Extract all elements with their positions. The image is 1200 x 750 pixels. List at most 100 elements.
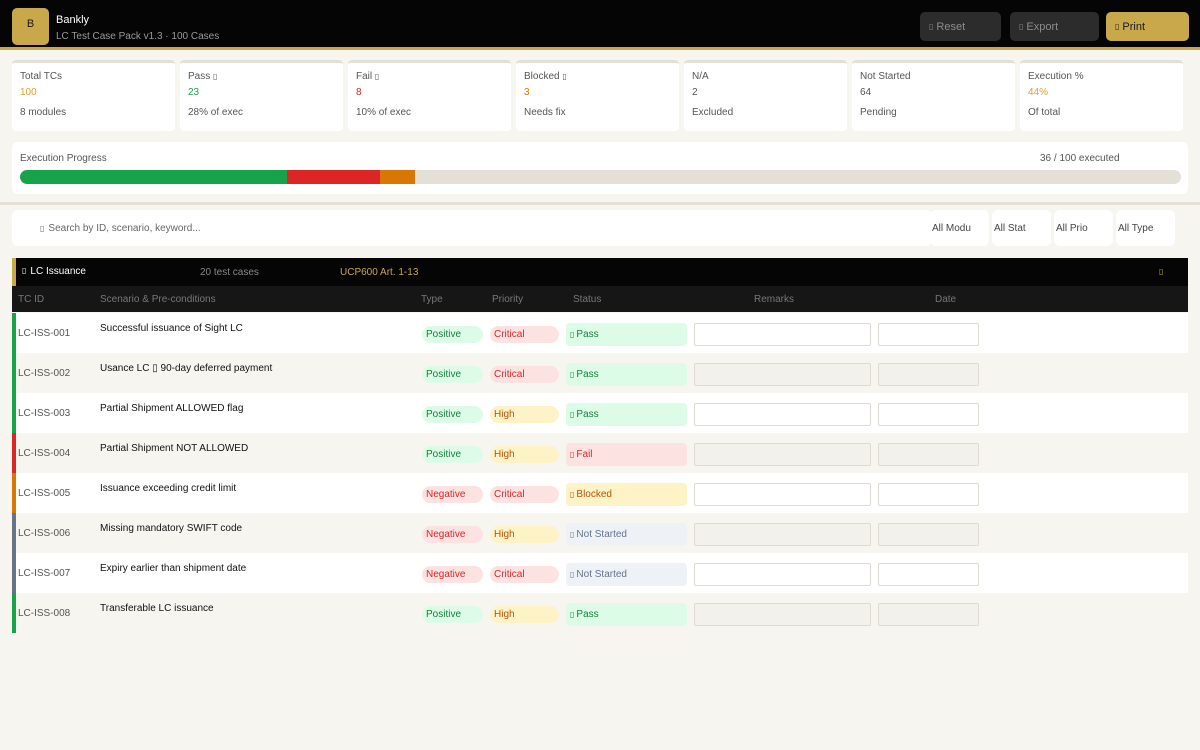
stat-value: 8: [356, 87, 362, 98]
reset-button[interactable]: ▯ Reset: [920, 12, 1001, 41]
stat-card-blocked: Blocked ▯ 3 Needs fix: [516, 60, 679, 131]
progress-segment-blocked: [379, 170, 415, 184]
column-header-priority: Priority: [492, 294, 524, 305]
status-select[interactable]: ▯ Pass: [566, 603, 687, 626]
search-icon: ▯: [40, 223, 45, 233]
type-filter-select[interactable]: All Type: [1116, 210, 1175, 246]
status-icon: ▯: [570, 410, 575, 419]
date-input[interactable]: [878, 483, 979, 506]
table-row[interactable]: LC-ISS-003 Partial Shipment ALLOWED flag P…: [12, 393, 1188, 433]
status-icon: ▯: [570, 490, 575, 499]
module-filter-value: All Modu: [932, 222, 971, 234]
status-icon: ▯: [570, 610, 575, 619]
date-input[interactable]: [878, 443, 979, 466]
table-row[interactable]: LC-ISS-002 Usance LC ▯ 90-day deferred pa…: [12, 353, 1188, 393]
remarks-input[interactable]: [694, 603, 871, 626]
collapse-toggle-icon[interactable]: ▯: [1159, 267, 1164, 276]
tc-id: LC-ISS-004: [18, 448, 71, 459]
stat-sub: Pending: [860, 107, 897, 118]
stat-label: Total TCs: [20, 71, 62, 82]
status-text: Not Started: [576, 529, 627, 540]
stat-blocked-icon: ▯: [562, 72, 567, 81]
date-input[interactable]: [878, 603, 979, 626]
date-input[interactable]: [878, 523, 979, 546]
reset-icon: ▯: [929, 22, 934, 31]
stat-label: Fail ▯: [356, 71, 379, 82]
stat-label: Pass ▯: [188, 71, 217, 82]
column-header-id: TC ID: [18, 294, 45, 305]
stat-sub: 28% of exec: [188, 107, 244, 118]
stat-sub: Needs fix: [524, 107, 566, 118]
type-badge: Positive: [422, 446, 483, 463]
progress-label: Execution Progress: [20, 153, 107, 164]
brand-subtitle: LC Test Case Pack v1.3 · 100 Cases: [56, 31, 220, 42]
priority-filter-value: All Prio: [1056, 222, 1088, 234]
stat-pass-icon: ▯: [213, 72, 218, 81]
stat-card-pass: Pass ▯ 23 28% of exec: [180, 60, 343, 131]
progress-segment-fail: [287, 170, 380, 184]
date-input[interactable]: [878, 323, 979, 346]
status-select[interactable]: ▯ Fail: [566, 443, 687, 466]
status-select[interactable]: ▯ Pass: [566, 403, 687, 426]
stat-sub: Excluded: [692, 107, 734, 118]
priority-badge: High: [490, 446, 559, 463]
date-input[interactable]: [878, 563, 979, 586]
date-input[interactable]: [878, 363, 979, 386]
scenario-text: Missing mandatory SWIFT code: [100, 523, 243, 534]
stat-label-text: Not Started: [860, 71, 911, 82]
type-badge: Positive: [422, 326, 483, 343]
module-filter-select[interactable]: All Modu: [930, 210, 989, 246]
tc-id: LC-ISS-006: [18, 528, 71, 539]
status-filter-select[interactable]: All Stat: [992, 210, 1051, 246]
search-placeholder: Search by ID, scenario, keyword...: [48, 222, 201, 234]
remarks-input[interactable]: [694, 563, 871, 586]
remarks-input[interactable]: [694, 483, 871, 506]
table-row[interactable]: LC-ISS-001 Successful issuance of Sight L…: [12, 313, 1188, 353]
table-header: TC ID Scenario & Pre-conditions Type Pri…: [12, 286, 1188, 312]
status-icon: ▯: [570, 330, 575, 339]
section-header-lc-issuance[interactable]: ▯ LC Issuance 20 test cases UCP600 Art. …: [12, 258, 1188, 286]
scenario-text: Partial Shipment ALLOWED flag: [100, 403, 244, 414]
column-header-remarks: Remarks: [754, 294, 795, 305]
stat-card-not-started: Not Started 64 Pending: [852, 60, 1015, 131]
tc-id: LC-ISS-005: [18, 488, 71, 499]
table-row[interactable]: LC-ISS-004 Partial Shipment NOT ALLOWED Po…: [12, 433, 1188, 473]
type-badge: Positive: [422, 406, 483, 423]
type-badge: Positive: [422, 606, 483, 623]
logo: B: [12, 8, 49, 45]
section-icon: ▯: [22, 266, 27, 275]
date-input[interactable]: [878, 403, 979, 426]
export-button[interactable]: ▯ Export: [1010, 12, 1099, 41]
search-input[interactable]: ▯ Search by ID, scenario, keyword...: [12, 210, 932, 246]
stat-card-na: N/A 2 Excluded: [684, 60, 847, 131]
remarks-input[interactable]: [694, 403, 871, 426]
logo-letter: B: [26, 17, 35, 30]
table-row[interactable]: LC-ISS-005 Issuance exceeding credit limi…: [12, 473, 1188, 513]
status-select[interactable]: ▯ Blocked: [566, 483, 687, 506]
remarks-input[interactable]: [694, 323, 871, 346]
priority-badge: Critical: [490, 366, 559, 383]
table-row[interactable]: LC-ISS-006 Missing mandatory SWIFT code Ne…: [12, 513, 1188, 553]
status-icon: ▯: [570, 450, 575, 459]
remarks-input[interactable]: [694, 523, 871, 546]
remarks-input[interactable]: [694, 443, 871, 466]
status-select[interactable]: ▯ Pass: [566, 363, 687, 386]
section-count: 20 test cases: [200, 267, 259, 278]
status-select[interactable]: ▯ Not Started: [566, 523, 687, 546]
status-text: Fail: [576, 449, 593, 460]
priority-filter-select[interactable]: All Prio: [1054, 210, 1113, 246]
reset-button-label: Reset: [936, 20, 966, 33]
status-icon: ▯: [570, 570, 575, 579]
print-button[interactable]: ▯ Print: [1106, 12, 1189, 41]
status-select[interactable]: ▯ Pass: [566, 323, 687, 346]
status-select[interactable]: ▯ Not Started: [566, 563, 687, 586]
priority-badge: High: [490, 526, 559, 543]
remarks-input[interactable]: [694, 363, 871, 386]
scenario-text: Successful issuance of Sight LC: [100, 323, 243, 334]
stat-card-execution: Execution % 44% Of total: [1020, 60, 1183, 131]
table-row[interactable]: LC-ISS-007 Expiry earlier than shipment d…: [12, 553, 1188, 593]
tc-id: LC-ISS-007: [18, 568, 71, 579]
stat-value: 2: [692, 87, 698, 98]
table-row[interactable]: LC-ISS-008 Transferable LC issuance Positi…: [12, 593, 1188, 633]
scenario-text: Issuance exceeding credit limit: [100, 483, 237, 494]
